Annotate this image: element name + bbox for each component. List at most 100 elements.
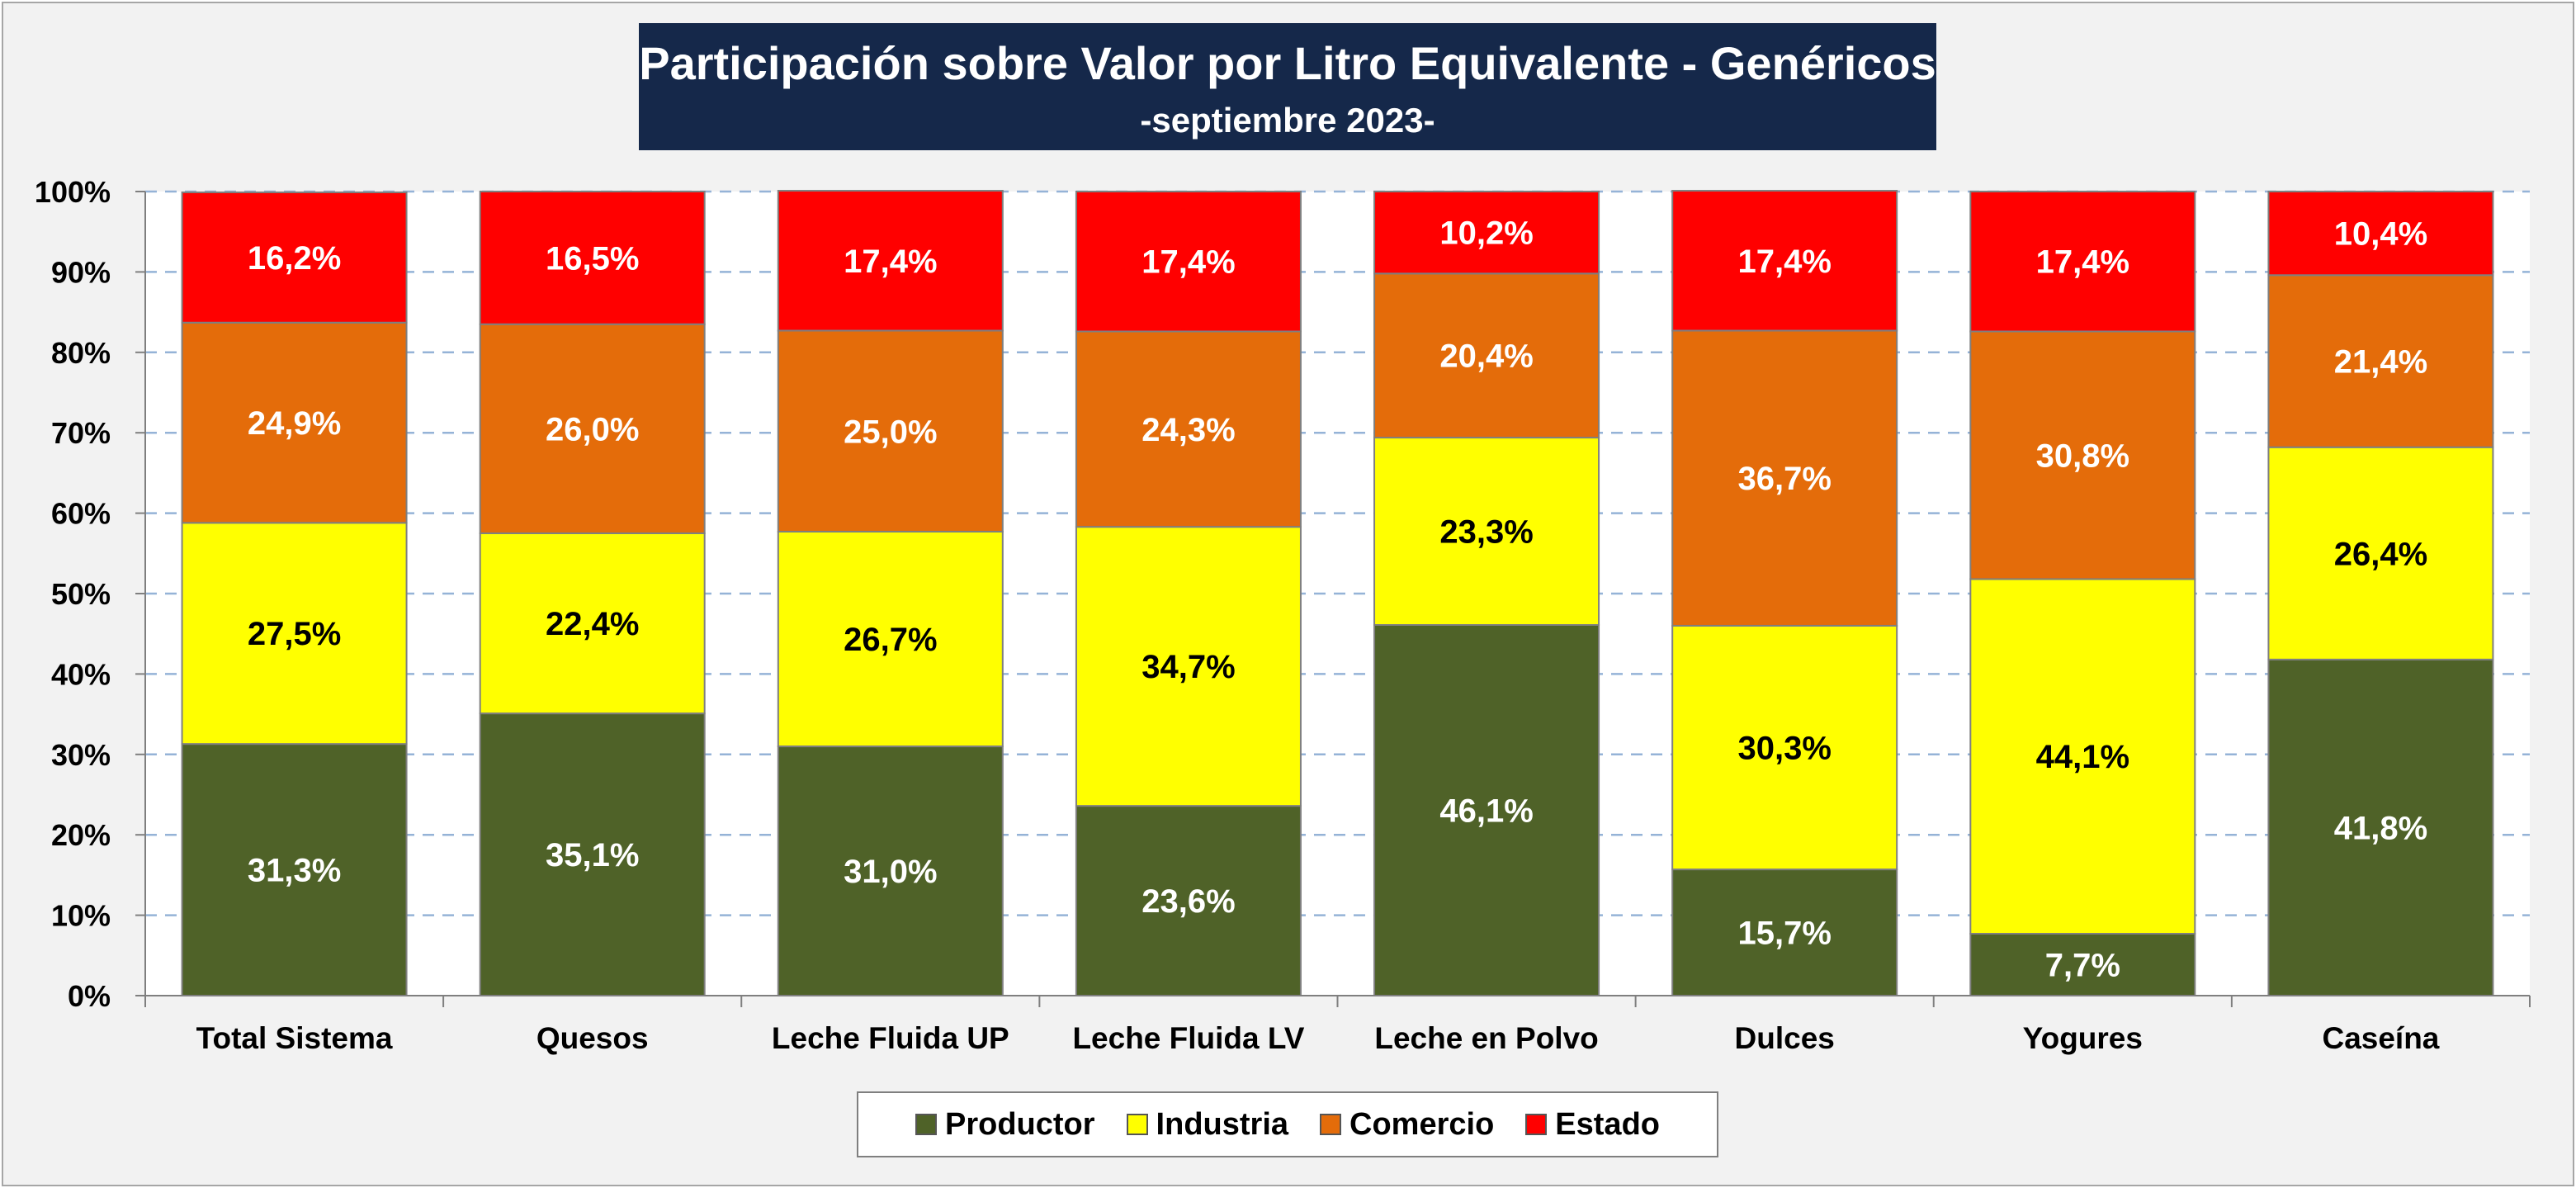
data-label: 23,3%	[1439, 514, 1533, 551]
bar-segment	[1075, 191, 1302, 333]
bar-segment	[1671, 624, 1898, 871]
legend-label-estado: Estado	[1555, 1106, 1660, 1142]
legend-swatch-estado	[1525, 1114, 1548, 1135]
x-category-label: Dulces	[1735, 1021, 1835, 1055]
legend: Productor Industria Comercio Estado	[857, 1091, 1718, 1157]
bar-segment	[2267, 658, 2494, 996]
data-label: 16,5%	[546, 240, 639, 277]
data-label: 41,8%	[2334, 810, 2427, 846]
bar-segment	[1671, 190, 1898, 332]
x-category-label: Total Sistema	[196, 1021, 393, 1055]
bar-segment	[2267, 446, 2494, 660]
legend-swatch-comercio	[1320, 1114, 1342, 1135]
data-label: 24,3%	[1141, 412, 1235, 448]
x-category-label: Leche Fluida LV	[1072, 1021, 1304, 1055]
bar-segment	[1969, 933, 2196, 996]
data-label: 26,7%	[844, 622, 937, 658]
bar-segment	[1671, 329, 1898, 627]
data-label: 26,4%	[2334, 536, 2427, 572]
x-category-label: Quesos	[536, 1021, 649, 1055]
legend-swatch-productor	[915, 1114, 937, 1135]
y-tick-label: 10%	[51, 899, 111, 933]
y-tick-label: 40%	[51, 657, 111, 691]
data-label: 10,4%	[2334, 216, 2427, 253]
bar-segment	[181, 191, 408, 324]
bar-segment	[1075, 526, 1302, 807]
y-tick-label: 30%	[51, 738, 111, 772]
x-category-label: Leche Fluida UP	[772, 1021, 1009, 1055]
data-label: 10,2%	[1439, 215, 1533, 252]
y-tick-label: 90%	[51, 255, 111, 289]
bar-segment	[1969, 330, 2196, 580]
data-labels: 31,3% 27,5% 24,9% 16,2% 35,1% 22,4% 26,0% 16,5%…	[248, 215, 2427, 984]
data-label: 34,7%	[1141, 649, 1235, 685]
bar-segment	[777, 329, 1004, 533]
data-label: 24,9%	[248, 405, 341, 442]
data-label: 30,3%	[1737, 731, 1831, 767]
bar-segment	[777, 190, 1004, 332]
legend-swatch-industria	[1126, 1114, 1148, 1135]
y-tick-label: 20%	[51, 818, 111, 852]
bar-segment	[777, 531, 1004, 748]
bar-segment	[1373, 437, 1600, 626]
data-label: 44,1%	[2036, 739, 2129, 775]
y-tick-labels: 0% 10% 20% 30% 40% 50% 60% 70% 80% 90% 100%	[35, 175, 111, 1013]
data-label: 31,3%	[248, 853, 341, 889]
bar-segment	[2267, 191, 2494, 277]
legend-item-comercio: Comercio	[1320, 1107, 1494, 1143]
data-label: 25,0%	[844, 414, 937, 450]
x-category-labels: Total Sistema Quesos Leche Fluida UP Leche …	[196, 1021, 2440, 1055]
data-label: 17,4%	[1737, 244, 1831, 280]
data-label: 17,4%	[1141, 244, 1235, 281]
data-label: 21,4%	[2334, 344, 2427, 381]
bar-segment	[777, 745, 1004, 996]
bar-segment	[1373, 191, 1600, 275]
bar-segment	[2267, 274, 2494, 448]
data-label: 7,7%	[2045, 948, 2120, 984]
bar-segment	[1969, 191, 2196, 333]
y-tick-label: 100%	[35, 175, 111, 209]
data-label: 22,4%	[546, 606, 639, 642]
data-label: 20,4%	[1439, 338, 1533, 375]
y-tick-label: 0%	[68, 979, 111, 1013]
bar-segment	[1075, 330, 1302, 528]
bar-segment	[1075, 805, 1302, 996]
chart-subtitle: -septiembre 2023-	[1140, 101, 1435, 140]
data-label: 15,7%	[1737, 916, 1831, 952]
y-tick-label: 80%	[51, 336, 111, 370]
bars	[181, 190, 2494, 997]
chart-title: Participación sobre Valor por Litro Equi…	[639, 37, 1936, 89]
x-category-label: Caseína	[2322, 1021, 2439, 1055]
bar-segment	[479, 712, 706, 996]
bar-segment	[181, 522, 408, 745]
data-label: 26,0%	[546, 411, 639, 447]
data-label: 16,2%	[248, 240, 341, 277]
bar-segment	[479, 191, 706, 325]
bar-segment	[1373, 272, 1600, 439]
x-category-label: Leche en Polvo	[1374, 1021, 1598, 1055]
axes	[135, 191, 2531, 1007]
bar-segment	[479, 532, 706, 715]
legend-label-productor: Productor	[944, 1106, 1095, 1142]
legend-label-industria: Industria	[1156, 1106, 1289, 1142]
chart-title-box: Participación sobre Valor por Litro Equi…	[639, 23, 1936, 150]
y-tick-label: 50%	[51, 577, 111, 611]
x-category-label: Yogures	[2023, 1021, 2143, 1055]
legend-label-comercio: Comercio	[1349, 1106, 1495, 1142]
legend-item-estado: Estado	[1525, 1107, 1660, 1143]
y-tick-label: 60%	[51, 497, 111, 531]
legend-item-industria: Industria	[1126, 1106, 1289, 1143]
y-tick-label: 70%	[51, 416, 111, 450]
data-label: 35,1%	[546, 837, 639, 873]
data-label: 36,7%	[1737, 461, 1831, 497]
data-label: 31,0%	[844, 854, 937, 890]
data-label: 27,5%	[248, 616, 341, 652]
legend-item-productor: Productor	[915, 1107, 1095, 1143]
data-label: 46,1%	[1439, 793, 1533, 829]
bar-segment	[1671, 869, 1898, 997]
data-label: 23,6%	[1141, 883, 1235, 920]
data-label: 17,4%	[844, 244, 937, 280]
bar-segment	[1373, 623, 1600, 997]
data-label: 30,8%	[2036, 438, 2129, 474]
